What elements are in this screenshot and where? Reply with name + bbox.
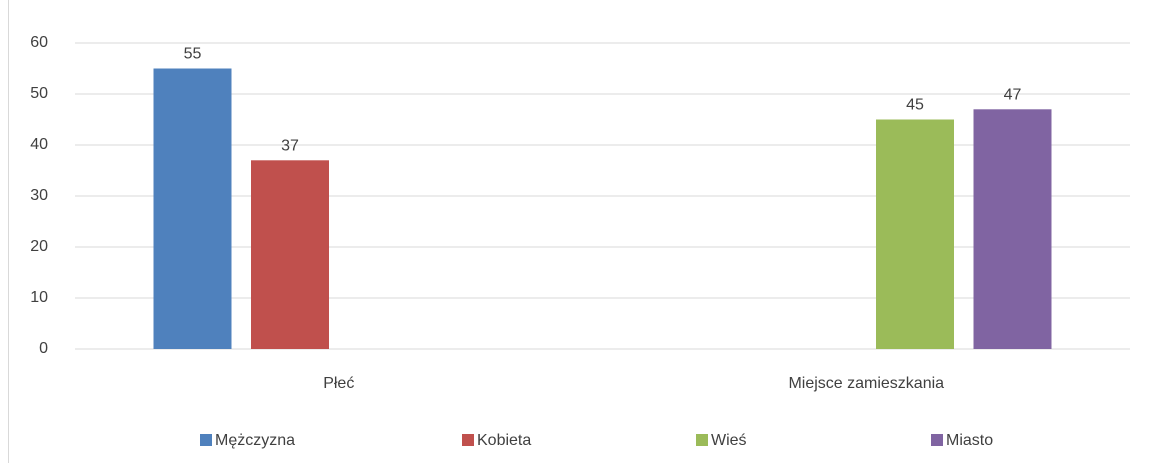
legend-swatch (462, 434, 474, 446)
y-tick-label: 20 (30, 238, 48, 255)
legend-label: Mężczyzna (215, 432, 295, 449)
legend-label: Kobieta (477, 432, 531, 449)
legend-swatch (200, 434, 212, 446)
legend-swatch (931, 434, 943, 446)
x-tick-label: Płeć (323, 375, 354, 392)
y-tick-label: 60 (30, 34, 48, 51)
value-label: 55 (184, 46, 202, 63)
y-tick-label: 30 (30, 187, 48, 204)
value-label: 47 (1004, 87, 1022, 104)
bar (876, 119, 954, 349)
legend-label: Miasto (946, 432, 993, 449)
x-tick-label: Miejsce zamieszkania (788, 375, 944, 392)
bar (973, 109, 1052, 349)
bar (153, 68, 232, 349)
value-label: 45 (906, 97, 924, 114)
bar (251, 160, 329, 349)
y-tick-label: 40 (30, 136, 48, 153)
y-tick-label: 10 (30, 289, 48, 306)
legend-swatch (696, 434, 708, 446)
legend-label: Wieś (711, 432, 747, 449)
value-label: 37 (281, 138, 299, 155)
y-tick-label: 50 (30, 85, 48, 102)
y-tick-label: 0 (39, 340, 48, 357)
